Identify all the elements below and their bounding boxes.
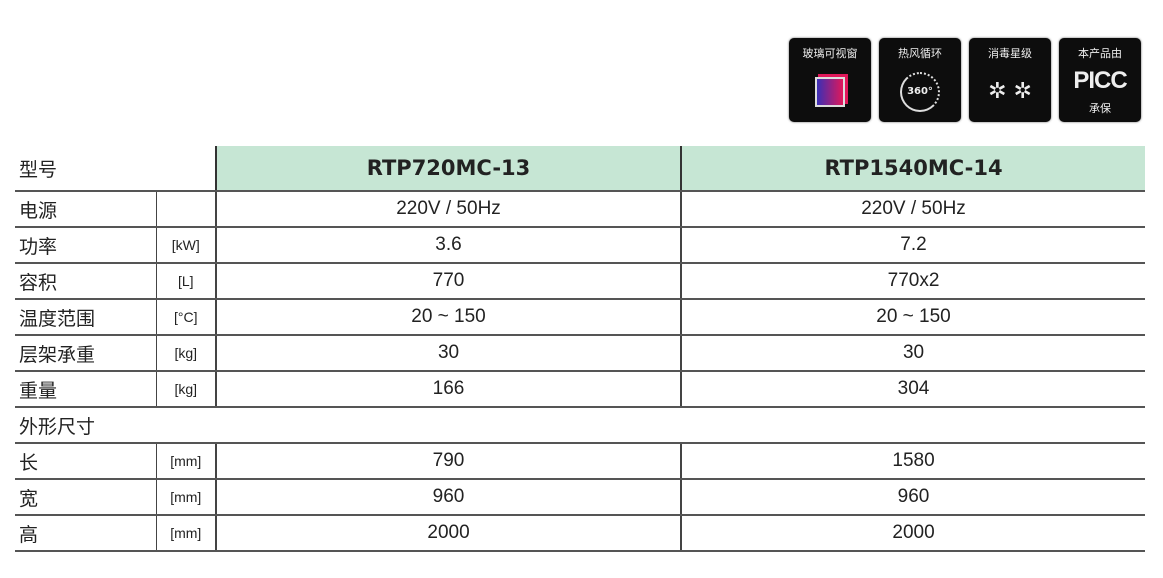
row-unit: [mm] [155, 443, 217, 480]
feature-badges: 玻璃可视窗 热风循环 360° 消毒星级 ✲ ✲ 本产品由 PICC 承保 [789, 38, 1141, 122]
table-header-row: 型号 RTP720MC-13 RTP1540MC-14 [15, 146, 1146, 192]
row-value: 770 [215, 263, 682, 300]
model-name: RTP720MC-13 [215, 146, 682, 192]
row-label: 温度范围 [15, 299, 156, 336]
badge-picc: 本产品由 PICC 承保 [1059, 38, 1141, 122]
row-value: 960 [680, 479, 1146, 516]
row-label: 电源 [15, 191, 156, 228]
badge-title: 热风循环 [898, 47, 942, 60]
picc-logo: PICC [1073, 66, 1127, 94]
row-value: 2000 [215, 515, 682, 552]
table-row: 重量 [kg] 166 304 [15, 371, 1146, 408]
row-unit: [L] [155, 263, 217, 300]
row-value: 20 ~ 150 [680, 299, 1146, 336]
row-label: 层架承重 [15, 335, 156, 372]
row-value: 30 [680, 335, 1146, 372]
row-value: 770x2 [680, 263, 1146, 300]
model-name: RTP1540MC-14 [680, 146, 1146, 192]
row-value: 166 [215, 371, 682, 408]
row-label: 重量 [15, 371, 156, 408]
row-unit: [°C] [155, 299, 217, 336]
table-row: 容积 [L] 770 770x2 [15, 263, 1146, 300]
row-value: 220V / 50Hz [680, 191, 1146, 228]
row-value: 790 [215, 443, 682, 480]
badge-title: 消毒星级 [988, 47, 1032, 60]
table-row: 电源 220V / 50Hz 220V / 50Hz [15, 191, 1146, 228]
row-unit [155, 191, 217, 228]
table-row: 高 [mm] 2000 2000 [15, 515, 1146, 552]
table-row: 功率 [kW] 3.6 7.2 [15, 227, 1146, 264]
row-value: 7.2 [680, 227, 1146, 264]
row-value: 960 [215, 479, 682, 516]
row-value: 304 [680, 371, 1146, 408]
badge-title: 玻璃可视窗 [802, 47, 858, 60]
row-unit: [kg] [155, 371, 217, 408]
rotation-360-icon: 360° [900, 71, 940, 112]
row-label: 长 [15, 443, 156, 480]
row-value: 3.6 [215, 227, 682, 264]
row-unit: [mm] [155, 479, 217, 516]
row-unit: [kW] [155, 227, 217, 264]
glass-window-icon [815, 76, 845, 107]
row-label: 宽 [15, 479, 156, 516]
table-row: 温度范围 [°C] 20 ~ 150 20 ~ 150 [15, 299, 1146, 336]
spec-table: 型号 RTP720MC-13 RTP1540MC-14 电源 220V / 50H… [15, 146, 1146, 552]
row-label: 高 [15, 515, 156, 552]
model-label: 型号 [15, 146, 217, 192]
row-value: 20 ~ 150 [215, 299, 682, 336]
disinfection-star-icon: ✲ ✲ [988, 79, 1032, 104]
row-label: 容积 [15, 263, 156, 300]
table-row: 层架承重 [kg] 30 30 [15, 335, 1146, 372]
row-value: 220V / 50Hz [215, 191, 682, 228]
row-value: 2000 [680, 515, 1146, 552]
row-value: 30 [215, 335, 682, 372]
row-unit: [mm] [155, 515, 217, 552]
row-value: 1580 [680, 443, 1146, 480]
row-unit: [kg] [155, 335, 217, 372]
badge-title: 本产品由 [1078, 47, 1122, 60]
group-label: 外形尺寸 [15, 407, 1146, 444]
table-row: 长 [mm] 790 1580 [15, 443, 1146, 480]
badge-glass-window: 玻璃可视窗 [789, 38, 871, 122]
group-row: 外形尺寸 [15, 407, 1146, 444]
table-row: 宽 [mm] 960 960 [15, 479, 1146, 516]
badge-hot-air: 热风循环 360° [879, 38, 961, 122]
badge-disinfection: 消毒星级 ✲ ✲ [969, 38, 1051, 122]
badge-subtitle: 承保 [1089, 102, 1111, 115]
row-label: 功率 [15, 227, 156, 264]
